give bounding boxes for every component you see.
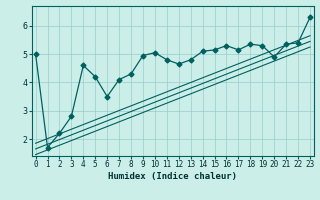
X-axis label: Humidex (Indice chaleur): Humidex (Indice chaleur) [108, 172, 237, 181]
